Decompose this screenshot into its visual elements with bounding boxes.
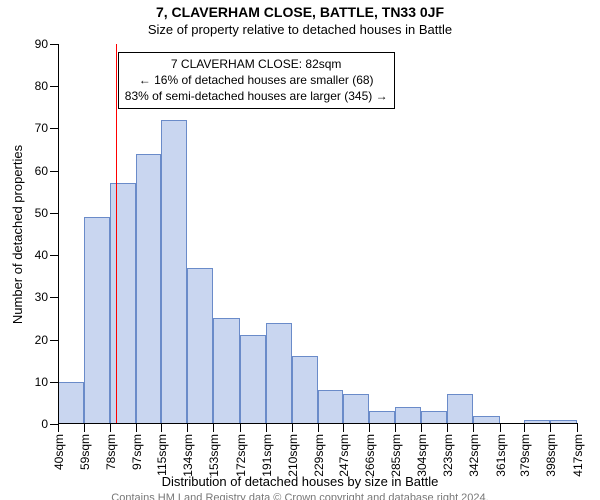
y-axis-line [58,44,59,424]
y-tick [50,424,58,425]
x-tick-label: 379sqm [518,434,532,477]
histogram-bar [447,394,473,424]
x-tick-label: 247sqm [337,434,351,477]
y-axis-title: Number of detached properties [8,44,28,424]
histogram-bar [161,120,187,424]
x-tick [447,424,448,432]
y-tick-label: 30 [35,290,48,304]
x-tick-label: 78sqm [104,434,118,470]
y-tick [50,171,58,172]
annotation-line: 83% of semi-detached houses are larger (… [125,89,388,105]
x-tick [473,424,474,432]
x-tick-label: 342sqm [467,434,481,477]
y-tick-label: 20 [35,333,48,347]
x-tick [266,424,267,432]
x-tick [577,424,578,432]
y-tick [50,213,58,214]
x-tick-label: 304sqm [415,434,429,477]
x-tick [369,424,370,432]
y-tick [50,128,58,129]
x-tick [161,424,162,432]
histogram-bar [110,183,136,424]
histogram-bar [395,407,421,424]
plot-area: 7 CLAVERHAM CLOSE: 82sqm← 16% of detache… [58,44,578,424]
x-tick [240,424,241,432]
annotation-box: 7 CLAVERHAM CLOSE: 82sqm← 16% of detache… [118,52,395,109]
histogram-bar [292,356,318,424]
x-tick-label: 398sqm [544,434,558,477]
chart-container: 7, CLAVERHAM CLOSE, BATTLE, TN33 0JF Siz… [0,0,600,500]
x-tick-label: 59sqm [78,434,92,470]
histogram-bar [318,390,343,424]
x-tick-label: 210sqm [286,434,300,477]
x-tick [395,424,396,432]
chart-subtitle: Size of property relative to detached ho… [0,22,600,37]
annotation-line: ← 16% of detached houses are smaller (68… [125,73,388,89]
x-tick [136,424,137,432]
x-tick-label: 153sqm [207,434,221,477]
x-tick [550,424,551,432]
histogram-bar [266,323,292,424]
x-tick-label: 191sqm [260,434,274,477]
y-tick-label: 60 [35,164,48,178]
y-tick [50,255,58,256]
x-tick-label: 266sqm [363,434,377,477]
x-tick [421,424,422,432]
y-tick-label: 40 [35,248,48,262]
y-tick [50,382,58,383]
x-tick-label: 285sqm [389,434,403,477]
footer-attribution: Contains HM Land Registry data © Crown c… [0,492,600,500]
x-tick [292,424,293,432]
x-tick [58,424,59,432]
x-tick-label: 40sqm [52,434,66,470]
x-tick [84,424,85,432]
histogram-bar [136,154,161,424]
x-tick [524,424,525,432]
footer-line-1: Contains HM Land Registry data © Crown c… [0,492,600,500]
annotation-line: 7 CLAVERHAM CLOSE: 82sqm [125,57,388,73]
y-tick [50,86,58,87]
y-tick-label: 90 [35,37,48,51]
y-axis-title-text: Number of detached properties [11,144,26,323]
x-tick [500,424,501,432]
x-tick [187,424,188,432]
y-tick [50,297,58,298]
y-tick [50,44,58,45]
histogram-bar [84,217,110,424]
reference-line [116,44,117,424]
x-tick-label: 361sqm [494,434,508,477]
y-tick-label: 10 [35,375,48,389]
histogram-bar [343,394,369,424]
x-tick [213,424,214,432]
histogram-bar [213,318,239,424]
x-tick-label: 229sqm [312,434,326,477]
histogram-bar [187,268,213,424]
y-tick-label: 80 [35,79,48,93]
y-tick-label: 0 [41,417,48,431]
x-tick-label: 134sqm [181,434,195,477]
y-tick [50,340,58,341]
x-tick-label: 323sqm [441,434,455,477]
x-axis-title: Distribution of detached houses by size … [0,474,600,489]
x-tick-label: 172sqm [234,434,248,477]
x-tick-label: 97sqm [130,434,144,470]
x-tick-label: 115sqm [155,434,169,476]
y-tick-label: 50 [35,206,48,220]
histogram-bar [58,382,84,424]
x-tick [318,424,319,432]
x-tick-label: 417sqm [571,434,585,477]
y-tick-label: 70 [35,121,48,135]
histogram-bar [240,335,266,424]
chart-title: 7, CLAVERHAM CLOSE, BATTLE, TN33 0JF [0,4,600,20]
x-tick [110,424,111,432]
x-tick [343,424,344,432]
